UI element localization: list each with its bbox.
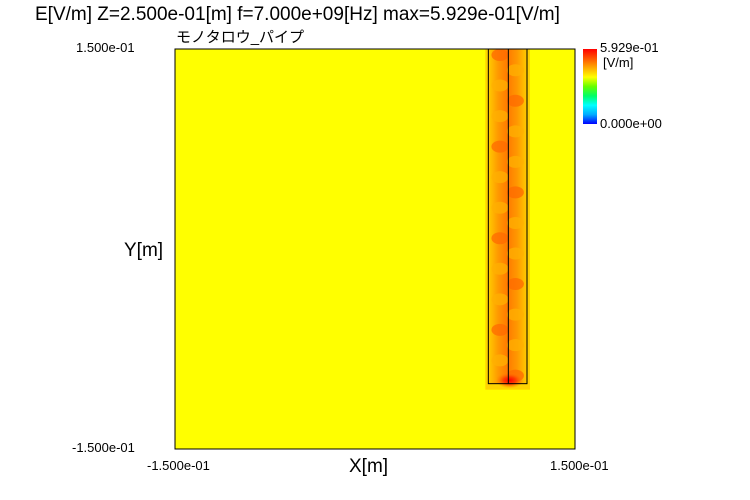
y-tick-label-min: -1.500e-01: [72, 440, 135, 455]
field-blob: [506, 308, 524, 321]
field-blob: [506, 216, 524, 229]
plot-frame: [174, 48, 576, 450]
field-blob: [506, 125, 524, 138]
field-blob: [491, 140, 509, 153]
field-blob: [506, 186, 524, 199]
y-tick-label-max: 1.500e-01: [76, 40, 135, 55]
chart-title: E[V/m] Z=2.500e-01[m] f=7.000e+09[Hz] ma…: [35, 4, 560, 25]
field-blob: [491, 232, 509, 245]
field-blob: [491, 201, 509, 214]
field-blob: [506, 278, 524, 291]
colorbar: [583, 49, 597, 124]
field-blob: [491, 171, 509, 184]
field-blob: [491, 293, 509, 306]
colorbar-unit-label: [V/m]: [603, 55, 634, 70]
field-blob: [506, 247, 524, 260]
x-tick-label-min: -1.500e-01: [147, 458, 210, 473]
chart-subtitle: モノタロウ_パイプ: [176, 29, 305, 46]
field-max-hotspot: [495, 372, 524, 389]
field-blob: [491, 49, 509, 61]
field-blob: [491, 110, 509, 123]
y-axis-label: Y[m]: [124, 240, 164, 261]
field-blob: [491, 262, 509, 275]
field-blob: [491, 354, 509, 367]
colorbar-max-label: 5.929e-01: [600, 40, 659, 55]
colorbar-min-label: 0.000e+00: [600, 116, 662, 131]
field-blob: [506, 64, 524, 77]
field-blob: [506, 94, 524, 107]
x-axis-label: X[m]: [349, 456, 389, 477]
field-blob: [506, 155, 524, 168]
field-blob: [491, 79, 509, 92]
x-tick-label-max: 1.500e-01: [550, 458, 609, 473]
field-variation-blobs: [491, 49, 524, 382]
field-blob: [491, 323, 509, 336]
field-blob: [506, 339, 524, 352]
